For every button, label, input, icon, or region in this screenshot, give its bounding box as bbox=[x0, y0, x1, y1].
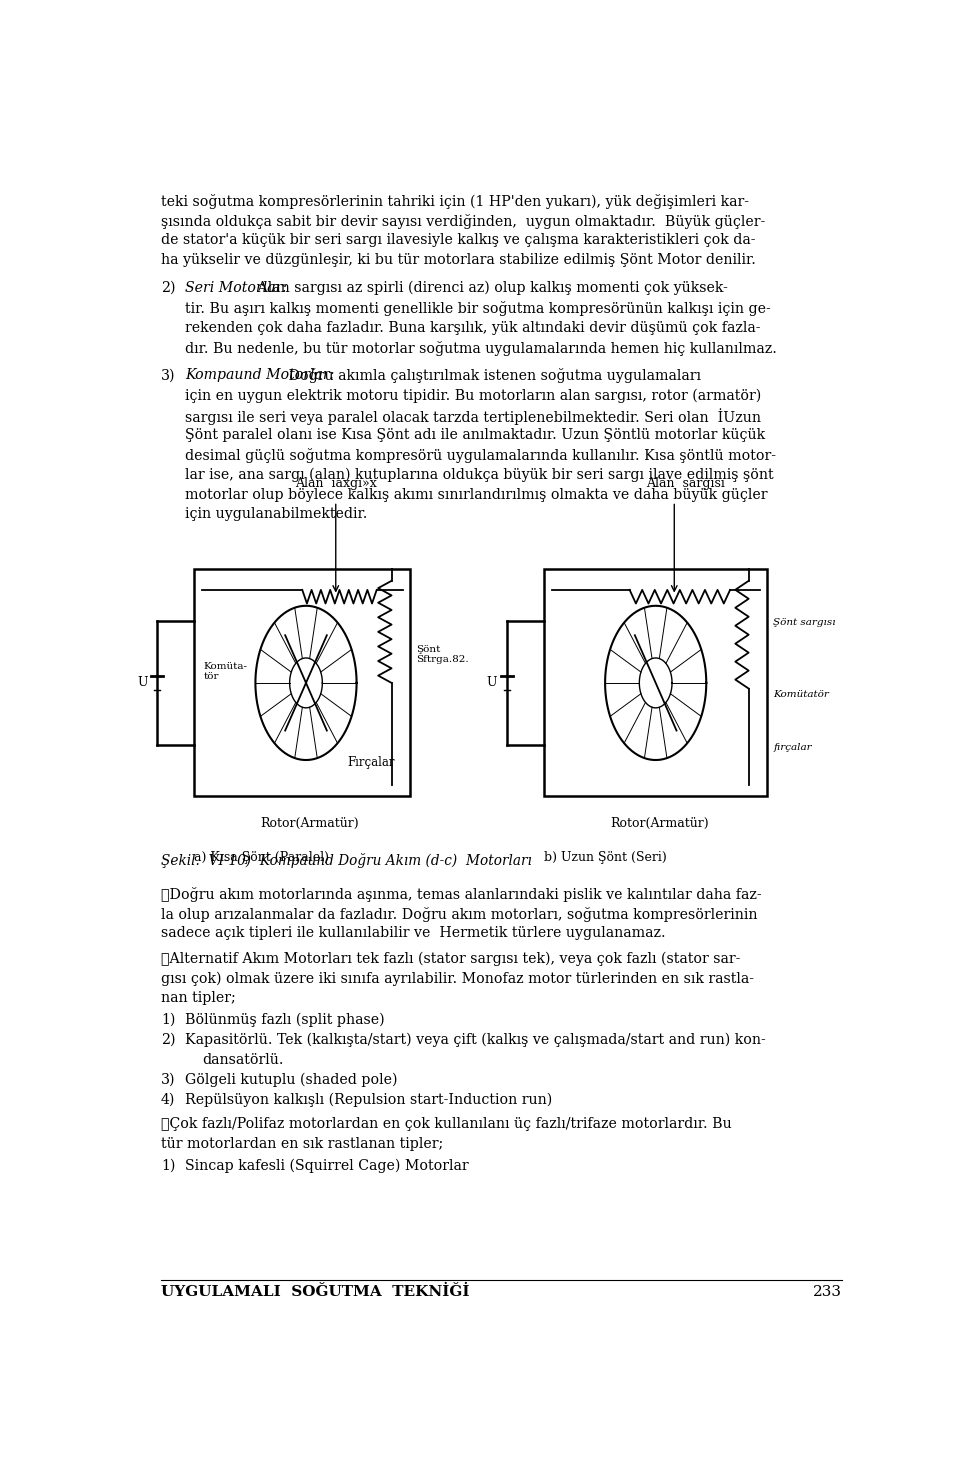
Text: fırçalar: fırçalar bbox=[773, 742, 812, 753]
Text: tür motorlardan en sık rastlanan tipler;: tür motorlardan en sık rastlanan tipler; bbox=[161, 1137, 444, 1150]
Text: Kompaund Motorlar:: Kompaund Motorlar: bbox=[184, 368, 334, 383]
Text: Alan sargısı az spirli (direnci az) olup kalkış momenti çok yüksek-: Alan sargısı az spirli (direnci az) olup… bbox=[253, 281, 728, 296]
Text: 233: 233 bbox=[813, 1284, 842, 1299]
Text: Doğru akımla çalıştırılmak istenen soğutma uygulamaları: Doğru akımla çalıştırılmak istenen soğut… bbox=[284, 368, 702, 383]
Text: motorlar olup böylece kalkış akımı sınırlandırılmış olmakta ve daha büyük güçler: motorlar olup böylece kalkış akımı sınır… bbox=[184, 488, 767, 501]
Text: 3): 3) bbox=[161, 1072, 176, 1087]
Text: 1): 1) bbox=[161, 1159, 176, 1173]
Text: Alan  ıaxgı»x: Alan ıaxgı»x bbox=[295, 477, 376, 491]
Text: Rotor(Armatür): Rotor(Armatür) bbox=[260, 816, 359, 829]
Text: b) Uzun Şönt (Seri): b) Uzun Şönt (Seri) bbox=[544, 851, 667, 863]
Text: teki soğutma kompresörlerinin tahriki için (1 HP'den yukarı), yük değişimleri ka: teki soğutma kompresörlerinin tahriki iç… bbox=[161, 194, 749, 209]
Text: ha yükselir ve düzgünleşir, ki bu tür motorlara stabilize edilmiş Şönt Motor den: ha yükselir ve düzgünleşir, ki bu tür mo… bbox=[161, 253, 756, 267]
Text: dansatörlü.: dansatörlü. bbox=[202, 1053, 283, 1066]
Text: Sincap kafesli (Squirrel Cage) Motorlar: Sincap kafesli (Squirrel Cage) Motorlar bbox=[184, 1159, 468, 1173]
Text: Şönt sargısı: Şönt sargısı bbox=[773, 619, 836, 627]
Text: Rotor(Armatür): Rotor(Armatür) bbox=[611, 816, 708, 829]
Text: Fırçalar: Fırçalar bbox=[347, 756, 395, 769]
Text: gısı çok) olmak üzere iki sınıfa ayrılabilir. Monofaz motor türlerinden en sık r: gısı çok) olmak üzere iki sınıfa ayrılab… bbox=[161, 971, 754, 985]
Text: nan tipler;: nan tipler; bbox=[161, 991, 235, 1005]
Text: U: U bbox=[137, 676, 148, 689]
Text: için uygulanabilmektedir.: için uygulanabilmektedir. bbox=[184, 507, 367, 521]
Text: Seri Motorlar:: Seri Motorlar: bbox=[184, 281, 287, 295]
Text: sadece açık tipleri ile kullanılabilir ve  Hermetik türlere uygulanamaz.: sadece açık tipleri ile kullanılabilir v… bbox=[161, 927, 665, 940]
Text: Kapasitörlü. Tek (kalkışta/start) veya çift (kalkış ve çalışmada/start and run) : Kapasitörlü. Tek (kalkışta/start) veya ç… bbox=[184, 1033, 765, 1047]
Text: 3): 3) bbox=[161, 368, 176, 383]
Text: Bölünmüş fazlı (split phase): Bölünmüş fazlı (split phase) bbox=[184, 1013, 384, 1027]
Text: de stator'a küçük bir seri sargı ilavesiyle kalkış ve çalışma karakteristikleri : de stator'a küçük bir seri sargı ilavesi… bbox=[161, 233, 756, 247]
Text: rekenden çok daha fazladır. Buna karşılık, yük altındaki devir düşümü çok fazla-: rekenden çok daha fazladır. Buna karşılı… bbox=[184, 321, 760, 334]
Text: la olup arızalanmalar da fazladır. Doğru akım motorları, soğutma kompresörlerini: la olup arızalanmalar da fazladır. Doğru… bbox=[161, 906, 757, 922]
Text: Komüta-
tör: Komüta- tör bbox=[204, 661, 248, 681]
Text: 2): 2) bbox=[161, 1033, 176, 1047]
Text: 4): 4) bbox=[161, 1091, 176, 1106]
Text: 1): 1) bbox=[161, 1013, 176, 1027]
Text: lar ise, ana sargı (alan) kutuplarına oldukça büyük bir seri sargı ilave edilmiş: lar ise, ana sargı (alan) kutuplarına ol… bbox=[184, 468, 774, 482]
Text: UYGULAMALI  SOĞUTMA  TEKNİĞİ: UYGULAMALI SOĞUTMA TEKNİĞİ bbox=[161, 1284, 469, 1299]
Text: a) Kısa Şönt (Paralel): a) Kısa Şönt (Paralel) bbox=[194, 851, 329, 863]
Text: için en uygun elektrik motoru tipidir. Bu motorların alan sargısı, rotor (armatö: için en uygun elektrik motoru tipidir. B… bbox=[184, 389, 761, 402]
Text: tir. Bu aşırı kalkış momenti genellikle bir soğutma kompresörünün kalkışı için g: tir. Bu aşırı kalkış momenti genellikle … bbox=[184, 300, 771, 315]
Text: Komütatör: Komütatör bbox=[773, 689, 829, 698]
Text: Şönt paralel olanı ise Kısa Şönt adı ile anılmaktadır. Uzun Şöntlü motorlar küçü: Şönt paralel olanı ise Kısa Şönt adı ile… bbox=[184, 429, 765, 442]
Text: sargısı ile seri veya paralel olacak tarzda tertiplenebilmektedir. Seri olan  İU: sargısı ile seri veya paralel olacak tar… bbox=[184, 408, 760, 426]
Text: U: U bbox=[487, 676, 497, 689]
Text: Alternatif Akım Motorları tek fazlı (stator sargısı tek), veya çok fazlı (stator: Alternatif Akım Motorları tek fazlı (sta… bbox=[161, 952, 740, 966]
Text: dır. Bu nedenle, bu tür motorlar soğutma uygulamalarında hemen hiç kullanılmaz.: dır. Bu nedenle, bu tür motorlar soğutma… bbox=[184, 340, 777, 355]
Text: şısında oldukça sabit bir devir sayısı verdiğinden,  uygun olmaktadır.  Büyük gü: şısında oldukça sabit bir devir sayısı v… bbox=[161, 214, 765, 228]
Text: Doğru akım motorlarında aşınma, temas alanlarındaki pislik ve kalıntılar daha fa: Doğru akım motorlarında aşınma, temas al… bbox=[161, 887, 761, 901]
Text: Çok fazlı/Polifaz motorlardan en çok kullanılanı üç fazlı/trifaze motorlardır. B: Çok fazlı/Polifaz motorlardan en çok kul… bbox=[161, 1117, 732, 1131]
Text: desimal güçlü soğutma kompresörü uygulamalarında kullanılır. Kısa şöntlü motor-: desimal güçlü soğutma kompresörü uygulam… bbox=[184, 448, 776, 463]
Text: Alan  sargısı: Alan sargısı bbox=[646, 477, 725, 491]
Text: Şönt
Sftrga.82.: Şönt Sftrga.82. bbox=[416, 645, 468, 664]
Text: Gölgeli kutuplu (shaded pole): Gölgeli kutuplu (shaded pole) bbox=[184, 1072, 397, 1087]
Text: Repülsüyon kalkışlı (Repulsion start-Induction run): Repülsüyon kalkışlı (Repulsion start-Ind… bbox=[184, 1091, 552, 1106]
Text: Şekil.  VI-10)  Kompaund Doğru Akım (d-c)  Motorları: Şekil. VI-10) Kompaund Doğru Akım (d-c) … bbox=[161, 853, 532, 868]
Text: 2): 2) bbox=[161, 281, 176, 295]
